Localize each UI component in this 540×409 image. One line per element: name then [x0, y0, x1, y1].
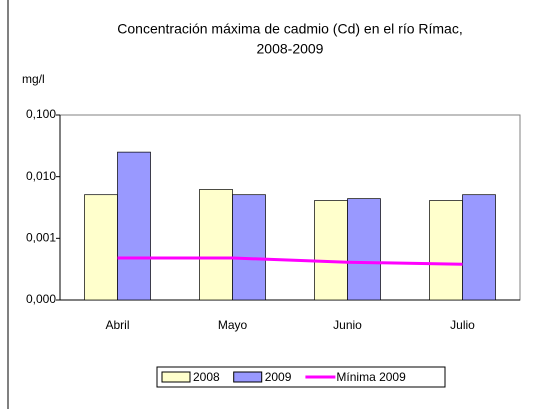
legend — [156, 366, 446, 388]
legend-swatch — [161, 371, 191, 383]
x-tick-label: Junio — [333, 318, 362, 332]
bar — [84, 194, 118, 301]
bar — [199, 189, 233, 301]
line — [117, 256, 463, 266]
y-axis-label: mg/l — [22, 72, 45, 86]
bar — [347, 198, 381, 301]
y-tick-label: 0,100 — [26, 107, 56, 121]
chart-title: Concentración máxima de cadmio (Cd) en e… — [117, 21, 462, 37]
legend-label: 2008 — [193, 370, 220, 384]
bar — [462, 194, 496, 301]
x-tick-label: Mayo — [218, 318, 248, 332]
legend-swatch — [233, 371, 263, 383]
bar — [314, 200, 348, 301]
bar — [429, 200, 463, 301]
x-tick-label: Abril — [105, 318, 129, 332]
legend-label: Mínima 2009 — [336, 370, 406, 384]
legend-label: 2009 — [265, 370, 292, 384]
y-tick-label: 0,001 — [26, 231, 56, 245]
bar — [232, 194, 266, 301]
chart-title: 2008-2009 — [257, 41, 324, 57]
x-tick-label: Julio — [450, 318, 475, 332]
y-tick-label: 0,000 — [26, 292, 56, 306]
y-tick-label: 0,010 — [26, 169, 56, 183]
bar — [117, 151, 151, 301]
